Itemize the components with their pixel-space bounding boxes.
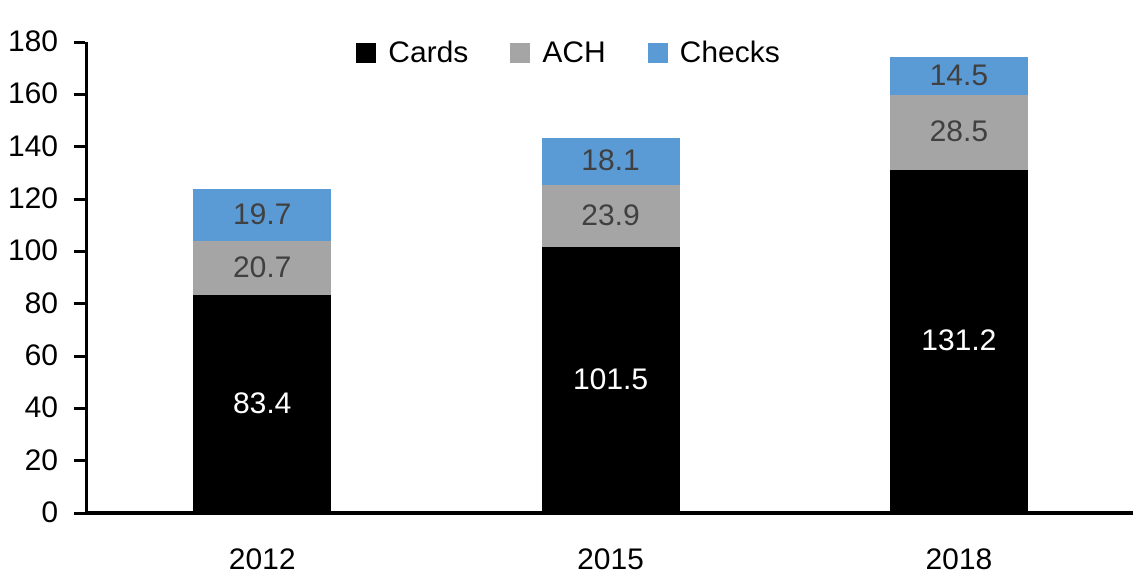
y-axis-line (85, 42, 88, 514)
data-label: 20.7 (232, 250, 292, 284)
bar-segment-checks-2012: 19.7 (193, 189, 332, 241)
y-axis-tick-label: 20 (24, 443, 58, 477)
bar-segment-ach-2012: 20.7 (193, 240, 332, 295)
x-axis-tick-label: 2015 (577, 543, 644, 576)
bar-segment-checks-2018: 14.5 (889, 57, 1028, 96)
y-axis-tick-label: 0 (41, 496, 58, 529)
y-axis-tick (74, 40, 85, 44)
y-axis-tick (74, 92, 85, 96)
y-axis-tick (74, 145, 85, 149)
y-axis-tick (74, 511, 85, 515)
legend-label: Cards (388, 36, 469, 69)
legend-item-checks: Checks (647, 36, 780, 69)
bar-segment-ach-2015: 23.9 (541, 184, 680, 248)
data-label: 131.2 (921, 324, 997, 358)
y-axis-tick-label: 160 (7, 77, 58, 111)
y-axis-tick-label: 80 (24, 286, 58, 320)
data-label: 19.7 (232, 197, 292, 231)
x-axis-line (85, 511, 1133, 515)
bar-segment-checks-2015: 18.1 (541, 137, 680, 185)
y-axis-tick (74, 197, 85, 201)
bar-segment-cards-2015: 101.5 (541, 247, 680, 513)
bar-segment-cards-2012: 83.4 (193, 294, 332, 513)
data-label: 28.5 (929, 115, 989, 149)
data-label: 83.4 (232, 386, 292, 420)
y-axis-tick (74, 354, 85, 358)
x-axis-tick-label: 2012 (228, 543, 296, 576)
y-axis-tick-label: 40 (24, 391, 58, 425)
x-axis-tick-label: 2018 (925, 543, 993, 576)
y-axis-tick-label: 180 (7, 25, 58, 58)
data-label: 14.5 (929, 59, 989, 93)
legend-swatch-icon (510, 43, 531, 63)
y-axis-tick (74, 249, 85, 253)
y-axis-tick (74, 406, 85, 410)
data-label: 18.1 (581, 144, 640, 178)
y-axis-tick-label: 140 (7, 129, 58, 163)
legend-swatch-icon (356, 43, 377, 63)
y-axis-tick (74, 302, 85, 306)
data-label: 101.5 (572, 363, 649, 397)
y-axis-tick-label: 100 (7, 234, 58, 268)
legend-label: ACH (542, 36, 606, 69)
legend-swatch-icon (647, 43, 668, 63)
y-axis-tick-label: 60 (24, 339, 58, 372)
y-axis-tick (74, 459, 85, 463)
y-axis-tick-label: 120 (7, 182, 58, 215)
legend-item-cards: Cards (356, 38, 468, 68)
legend-label: Checks (679, 36, 780, 69)
bar-segment-ach-2018: 28.5 (889, 95, 1028, 170)
bar-segment-cards-2018: 131.2 (889, 169, 1028, 513)
data-label: 23.9 (581, 199, 640, 233)
chart-legend: Cards ACH Checks (0, 38, 1136, 68)
legend-item-ach: ACH (510, 36, 606, 69)
